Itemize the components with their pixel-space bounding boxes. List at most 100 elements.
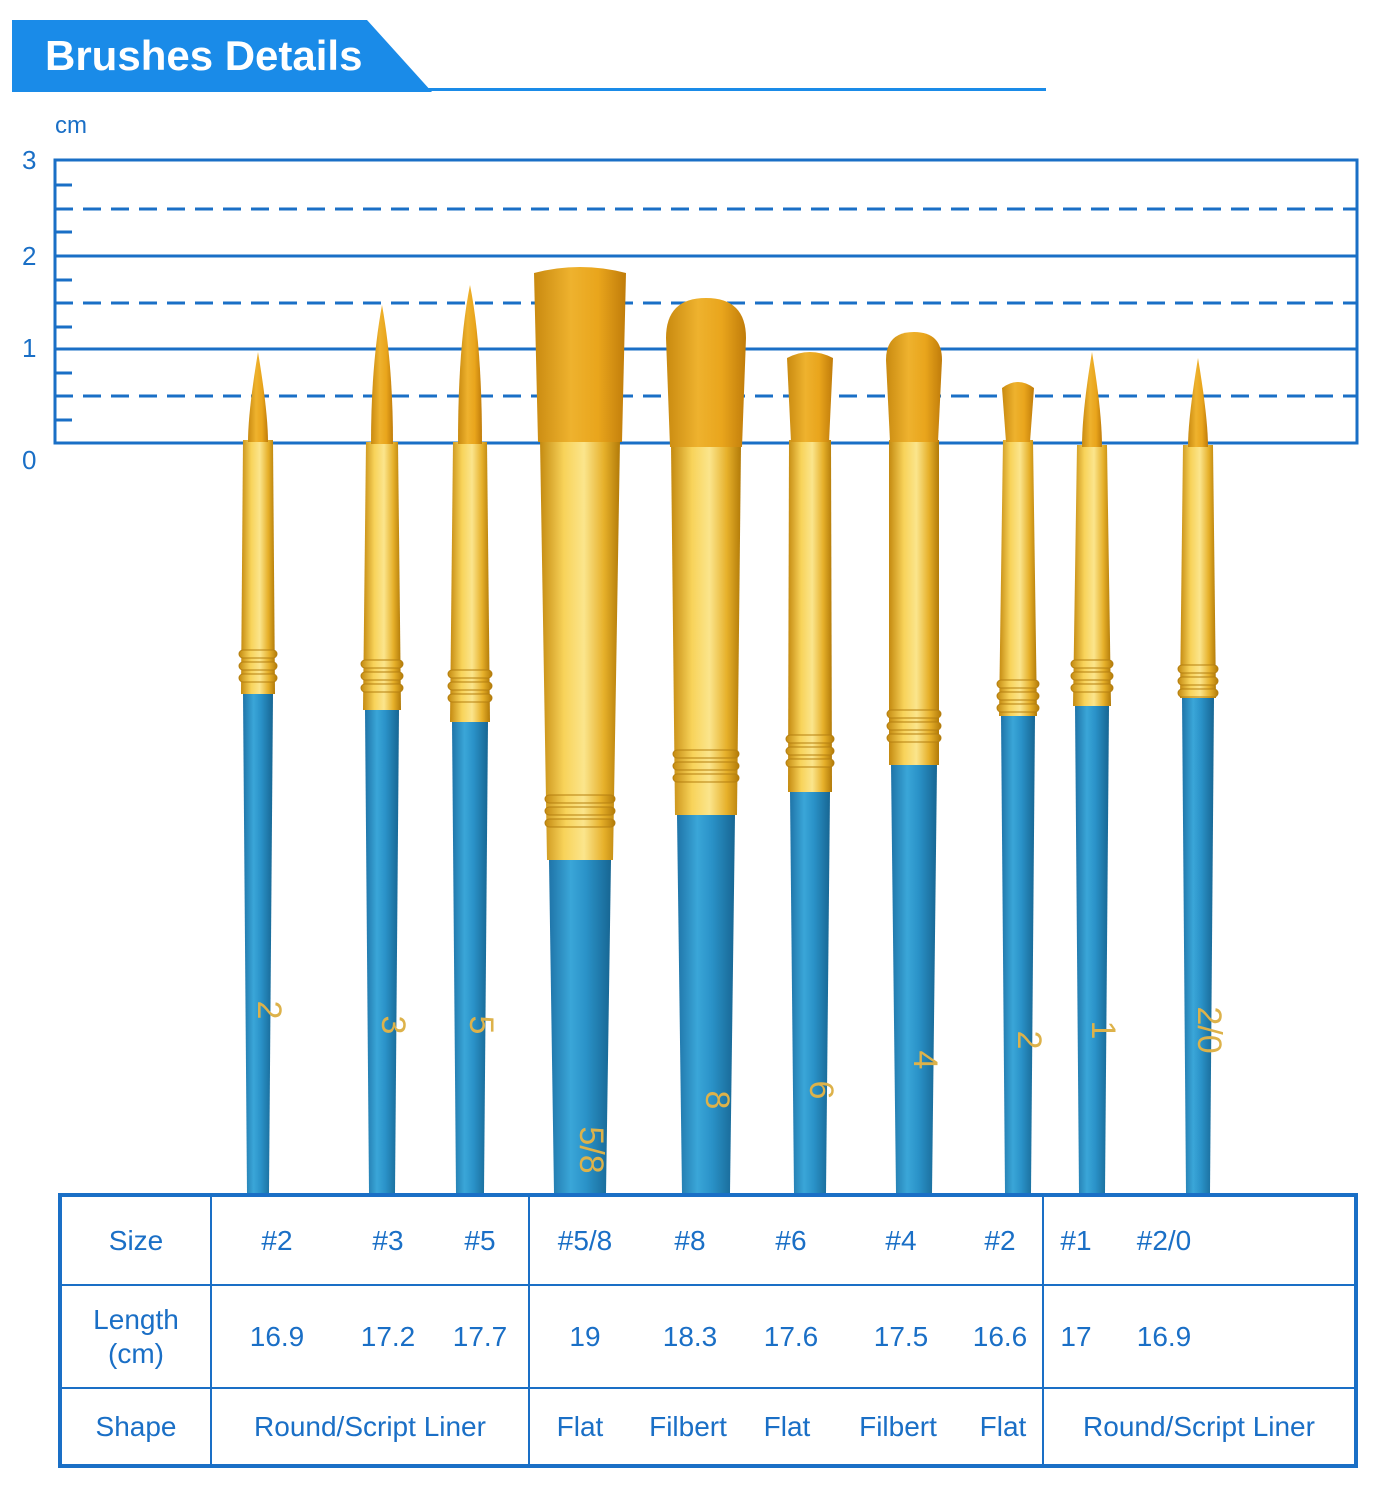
length-label-line1: Length (93, 1303, 179, 1335)
size-cell: #2/0 (1136, 1224, 1192, 1256)
brush-number-label: 1 (1084, 1021, 1122, 1040)
shape-row-label: Shape (59, 1387, 212, 1467)
length-cell: 17.2 (360, 1320, 416, 1352)
brush-ferrule (999, 440, 1037, 716)
brush-bristles (666, 298, 746, 447)
ferrule-ring (544, 818, 616, 828)
shape-cell: Flat (979, 1410, 1027, 1442)
shape-group-3: Round/Script Liner (1044, 1389, 1354, 1464)
brush-number-label: 2 (250, 1001, 288, 1020)
brush-set: 2 3 5 5/8 8 6 4 2 1 2/0 (238, 267, 1228, 1193)
brush-4: 5/8 (534, 267, 626, 1193)
ruler-tick-1: 1 (22, 333, 37, 363)
shape-cell: Filbert (859, 1410, 937, 1442)
size-cell: #6 (775, 1224, 807, 1256)
ferrule-ring (1177, 664, 1219, 674)
page-title: Brushes Details (45, 32, 363, 79)
ruler-tick-3: 3 (22, 145, 37, 175)
size-group-2: #5/8 #8 #6 #4 #2 (530, 1197, 1042, 1284)
brush-number-label: 3 (374, 1016, 412, 1035)
ferrule-ring (447, 681, 493, 691)
length-cell: 16.9 (1136, 1320, 1192, 1352)
brush-handle (452, 722, 488, 1193)
shape-cell: Flat (556, 1410, 604, 1442)
header-underline (12, 88, 1046, 91)
brush-9: 1 (1070, 352, 1122, 1193)
brush-7: 4 (886, 332, 944, 1193)
ferrule-ring (447, 669, 493, 679)
brush-handle (365, 710, 399, 1193)
brush-bristles (534, 267, 626, 442)
brush-handle (1182, 698, 1214, 1193)
shape-cell: Round/Script Liner (1083, 1410, 1315, 1442)
brush-number-label: 5 (462, 1016, 500, 1035)
header-banner (12, 20, 432, 92)
ferrule-ring (447, 693, 493, 703)
size-group-3: #1 #2/0 (1044, 1197, 1354, 1284)
ferrule-ring (996, 691, 1040, 701)
length-cell: 17 (1060, 1320, 1092, 1352)
brush-bristles (1082, 352, 1102, 447)
brush-ferrule (889, 440, 939, 765)
brush-2: 3 (360, 305, 412, 1193)
length-cell: 16.9 (249, 1320, 305, 1352)
shape-cell: Round/Script Liner (254, 1410, 486, 1442)
ferrule-ring (785, 746, 835, 756)
brush-number-label: 4 (906, 1051, 944, 1070)
ferrule-ring (886, 709, 942, 719)
length-group-1: 16.9 17.2 17.7 (212, 1286, 528, 1387)
ferrule-ring (238, 661, 278, 671)
length-cell: 16.6 (972, 1320, 1028, 1352)
shape-cell: Filbert (649, 1410, 727, 1442)
length-cell: 19 (569, 1320, 601, 1352)
brush-bristles (886, 332, 942, 442)
brush-number-label: 2 (1010, 1031, 1048, 1050)
size-cell: #5 (464, 1224, 496, 1256)
brush-ferrule (540, 440, 620, 860)
size-cell: #2 (984, 1224, 1016, 1256)
brush-bristles (1188, 358, 1208, 447)
ruler-tick-2: 2 (22, 241, 37, 271)
length-cell: 18.3 (662, 1320, 718, 1352)
ferrule-ring (1177, 688, 1219, 698)
brush-bristles (458, 285, 482, 444)
brush-bristles (787, 352, 833, 442)
ruler-tick-0: 0 (22, 445, 37, 475)
ferrule-ring (1070, 683, 1114, 693)
ferrule-ring (672, 761, 740, 771)
ruler-unit-label: cm (55, 112, 87, 139)
ferrule-ring (996, 679, 1040, 689)
brush-3: 5 (447, 285, 500, 1193)
brush-5: 8 (666, 298, 746, 1193)
brush-handle (1075, 706, 1109, 1193)
brush-number-label: 6 (802, 1081, 840, 1100)
brush-ferrule (1073, 445, 1111, 706)
ferrule-ring (996, 703, 1040, 713)
brush-ferrule (241, 440, 275, 694)
brush-8: 2 (996, 382, 1048, 1193)
brush-bristles (248, 352, 268, 442)
ferrule-ring (672, 749, 740, 759)
brush-handle (243, 694, 273, 1193)
ferrule-ring (360, 671, 404, 681)
size-cell: #1 (1060, 1224, 1092, 1256)
ferrule-ring (238, 649, 278, 659)
brush-handle (790, 792, 830, 1193)
shape-group-2: Flat Filbert Flat Filbert Flat (530, 1389, 1042, 1464)
ferrule-ring (544, 794, 616, 804)
size-row: Size #2 #3 #5 #5/8 #8 #6 #4 #2 #1 #2/0 (59, 1194, 1357, 1286)
brush-number-label: 5/8 (572, 1126, 610, 1173)
ferrule-ring (672, 773, 740, 783)
shape-row: Shape Round/Script Liner Flat Filbert Fl… (59, 1387, 1357, 1467)
size-cell: #5/8 (557, 1224, 613, 1256)
ferrule-ring (238, 673, 278, 683)
ferrule-ring (785, 734, 835, 744)
brush-ferrule (671, 445, 741, 815)
ferrule-ring (785, 758, 835, 768)
brush-6: 6 (785, 352, 840, 1193)
brush-number-label: 8 (698, 1091, 736, 1110)
length-row-label: Length (cm) (59, 1284, 212, 1389)
ferrule-ring (360, 659, 404, 669)
shape-group-1: Round/Script Liner (212, 1389, 528, 1464)
size-row-label: Size (59, 1194, 212, 1286)
